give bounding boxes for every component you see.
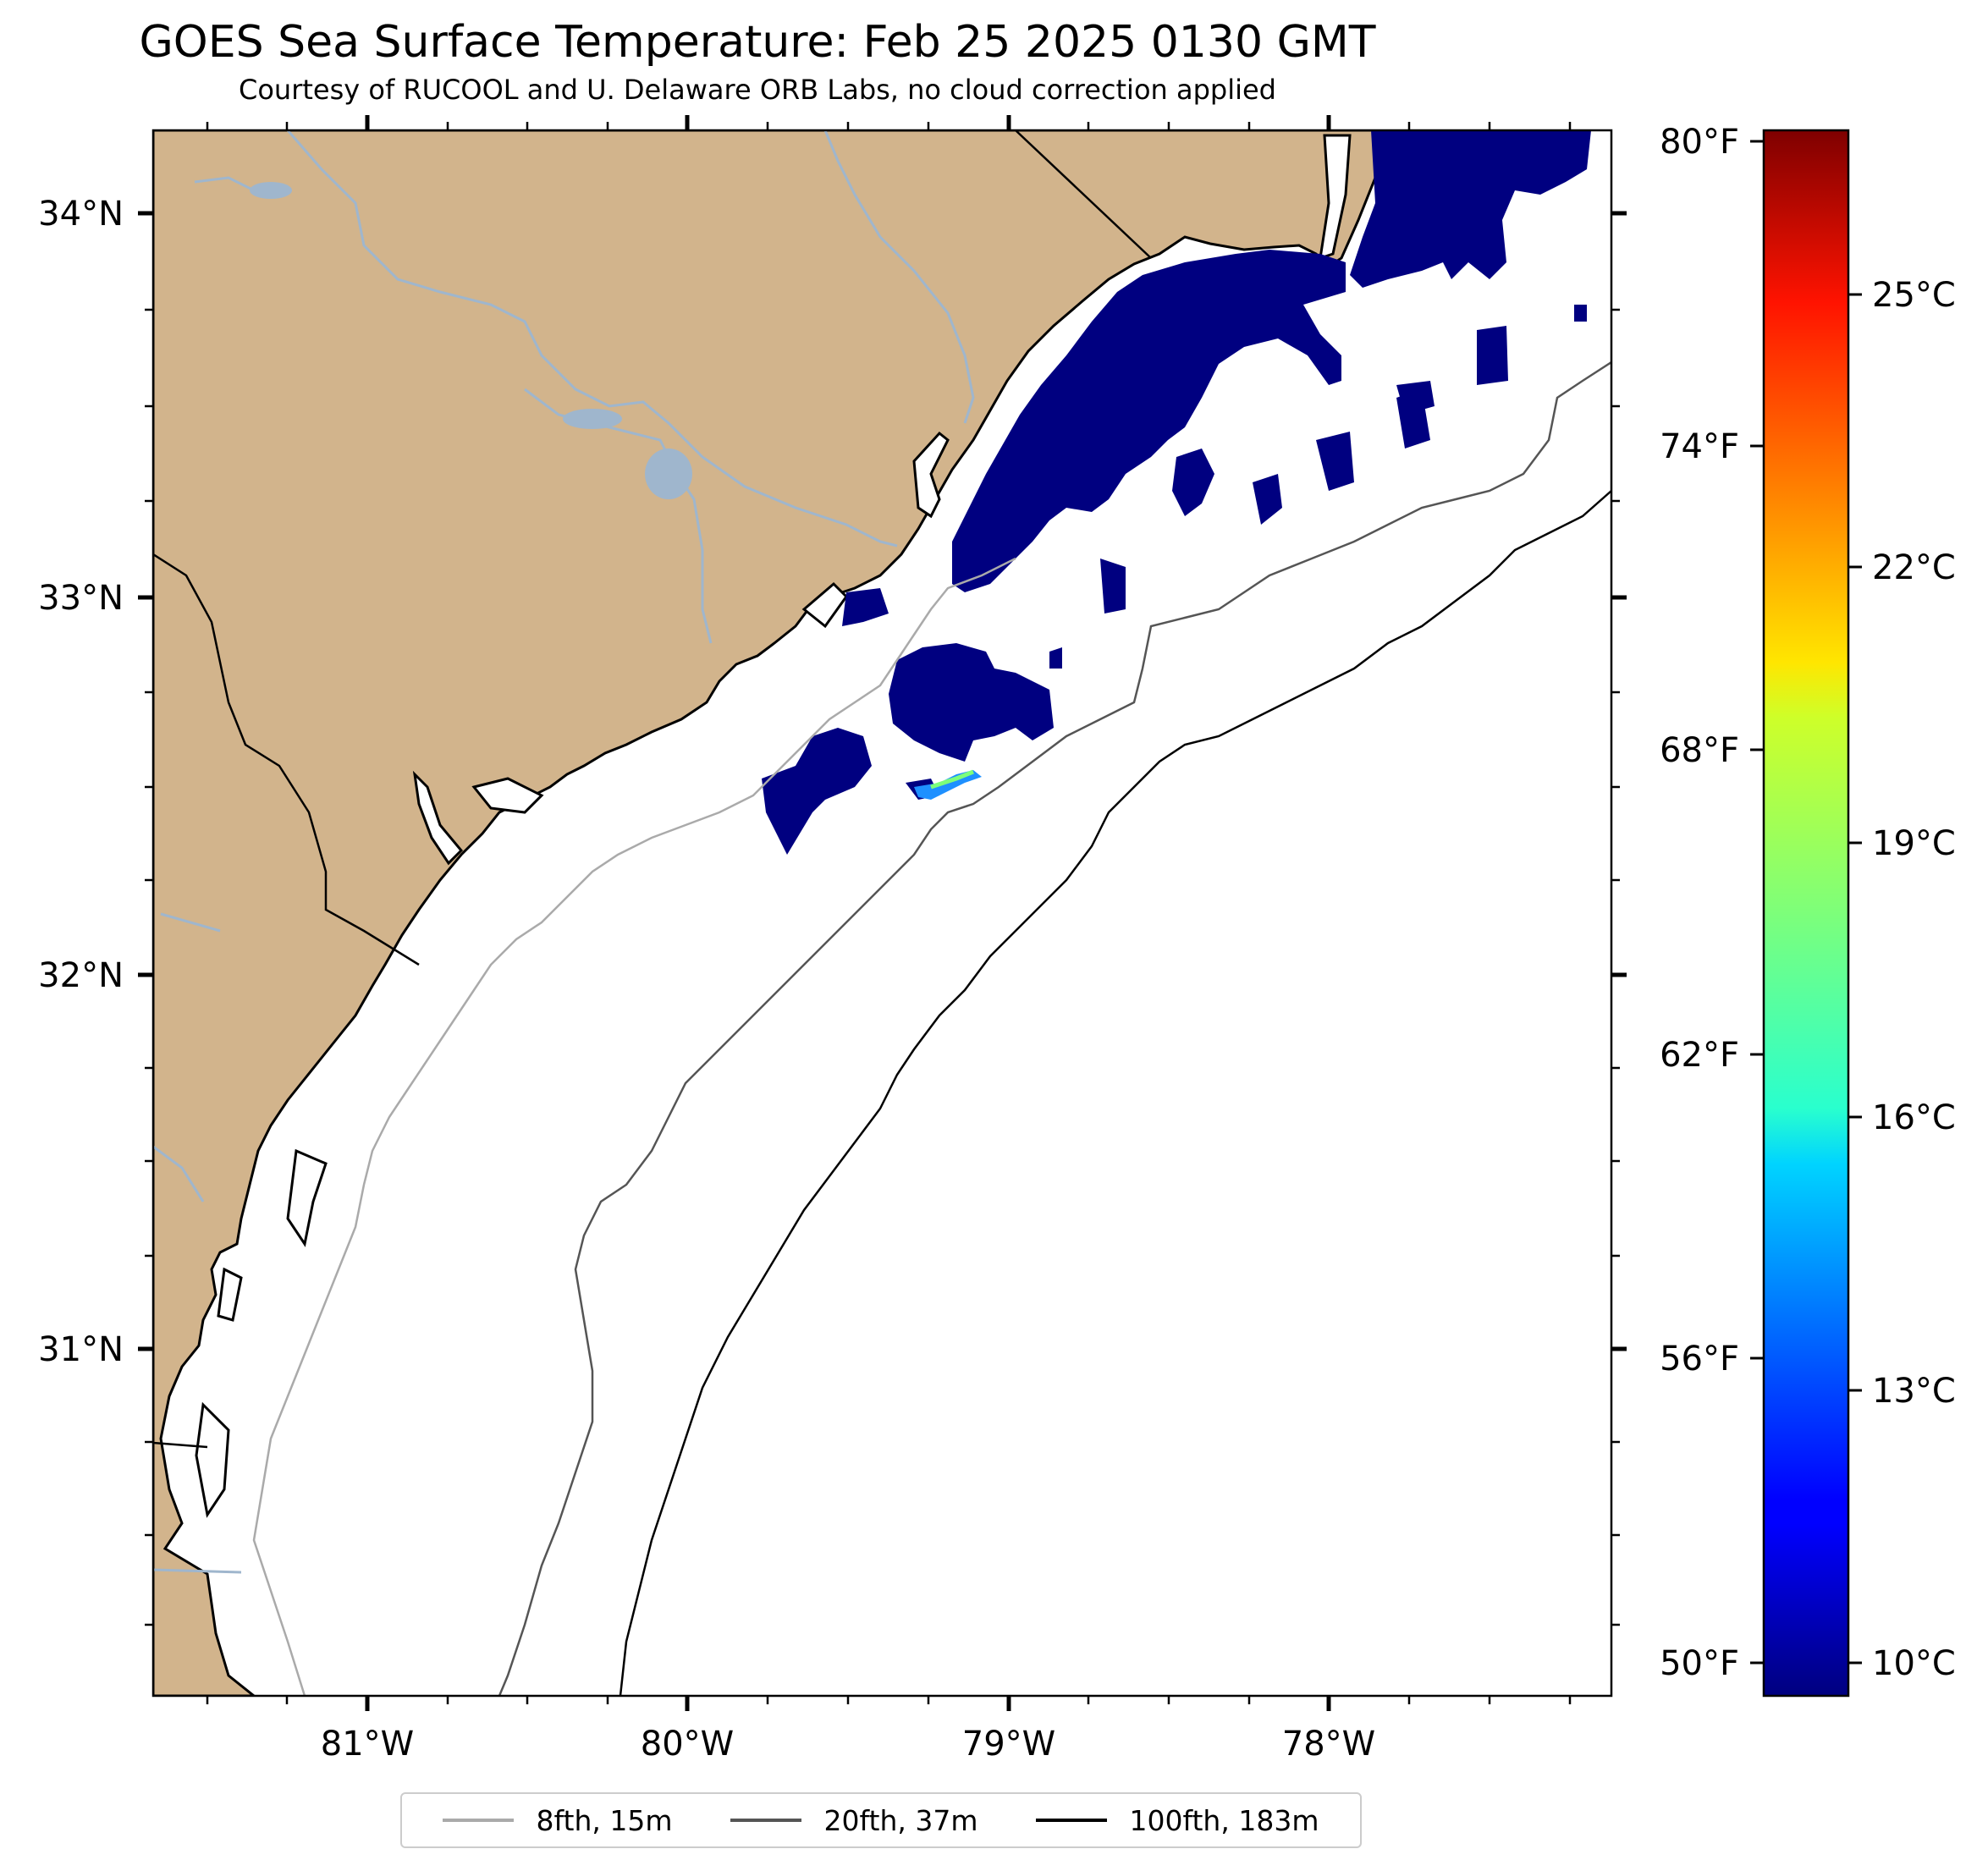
colorbar-f-label: 68°F — [1660, 731, 1739, 770]
colorbar-c-label: 16°C — [1872, 1098, 1956, 1137]
lat-label-33n: 33°N — [38, 579, 124, 618]
map-frame — [151, 129, 1613, 1698]
colorbar-c-label: 25°C — [1872, 276, 1956, 315]
colorbar-gradient — [1762, 129, 1850, 1698]
contour-8fth — [252, 557, 1016, 1696]
lon-label-81w: 81°W — [321, 1725, 414, 1764]
map-subtitle: Courtesy of RUCOOL and U. Delaware ORB L… — [239, 74, 1276, 106]
colorbar-c-label: 13°C — [1872, 1372, 1956, 1411]
lon-label-78w: 78°W — [1282, 1725, 1375, 1764]
contour-legend: 8fth, 15m 20fth, 37m 100fth, 183m — [400, 1792, 1362, 1848]
colorbar-f-label: 80°F — [1660, 123, 1739, 162]
land-mass — [153, 130, 1390, 1696]
lat-label-32n: 32°N — [38, 956, 124, 995]
legend-item-8fth: 8fth, 15m — [443, 1803, 673, 1837]
legend-item-20fth: 20fth, 37m — [730, 1804, 977, 1837]
colorbar-f-label: 62°F — [1660, 1036, 1739, 1075]
legend-label: 20fth, 37m — [823, 1803, 978, 1837]
lat-label-34n: 34°N — [38, 195, 124, 234]
map-area — [153, 130, 1611, 1696]
lat-label-31n: 31°N — [38, 1330, 124, 1369]
legend-label: 8fth, 15m — [536, 1803, 673, 1837]
colorbar-c-label: 19°C — [1872, 824, 1956, 863]
lon-label-80w: 80°W — [641, 1725, 734, 1764]
contour-20fth — [498, 360, 1611, 1696]
colorbar-f-label: 74°F — [1660, 427, 1739, 466]
colorbar-c-label: 22°C — [1872, 548, 1956, 587]
legend-swatch — [443, 1819, 515, 1822]
colorbar: 80°F 74°F 68°F 62°F 56°F 50°F 25°C 22°C … — [1660, 123, 1956, 1698]
legend-item-100fth: 100fth, 183m — [1036, 1804, 1319, 1837]
legend-swatch — [1036, 1819, 1108, 1822]
colorbar-f-label: 56°F — [1660, 1340, 1739, 1378]
sst-cold-patches — [762, 130, 1591, 855]
legend-swatch — [730, 1819, 802, 1822]
legend-label: 100fth, 183m — [1129, 1803, 1319, 1837]
contour-100fth — [619, 490, 1611, 1696]
colorbar-c-label: 10°C — [1872, 1644, 1956, 1683]
map-title: GOES Sea Surface Temperature: Feb 25 202… — [139, 17, 1376, 68]
lon-label-79w: 79°W — [962, 1725, 1055, 1764]
colorbar-f-label: 50°F — [1660, 1644, 1739, 1683]
